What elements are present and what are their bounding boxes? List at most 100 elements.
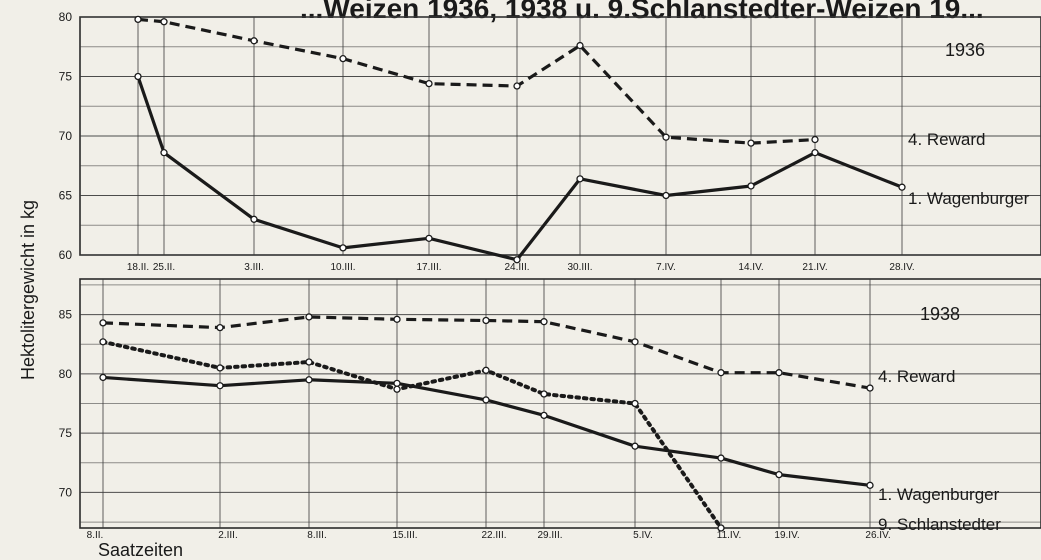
x-tick-label: 19.IV.: [774, 530, 799, 541]
series-label: 1. Wagenburger: [878, 485, 1000, 504]
data-point: [866, 481, 874, 489]
data-point: [747, 182, 755, 190]
data-point: [250, 215, 258, 223]
series-schlanstedter: 9. Schlanstedter: [99, 338, 1001, 534]
data-point: [216, 364, 224, 372]
x-tick-label: 26.IV.: [865, 530, 890, 541]
data-point: [747, 139, 755, 147]
data-point: [134, 72, 142, 81]
y-tick-label: 75: [59, 70, 73, 84]
series-wagenburger: 1. Wagenburger: [134, 72, 1030, 264]
data-point: [631, 399, 639, 408]
series-line: [137, 17, 816, 145]
data-point: [305, 376, 313, 384]
x-tick-label: 8.II.: [87, 530, 104, 541]
data-point: [662, 191, 670, 200]
x-tick-label: 22.III.: [481, 530, 506, 541]
data-point: [216, 382, 224, 390]
data-point: [134, 15, 142, 24]
x-tick-label: 14.IV.: [738, 262, 763, 273]
data-point: [216, 323, 224, 332]
data-point: [482, 396, 490, 404]
y-tick-label: 60: [59, 248, 73, 262]
series-label: 4. Reward: [908, 130, 985, 149]
data-point: [631, 338, 639, 346]
data-point: [99, 319, 107, 327]
y-tick-label: 80: [59, 367, 73, 381]
series-label: 1. Wagenburger: [908, 189, 1030, 208]
y-tick-label: 70: [59, 129, 73, 143]
data-point: [425, 234, 433, 242]
series-label: 4. Reward: [878, 367, 955, 386]
series-line: [102, 375, 871, 487]
series-wagenburger: 1. Wagenburger: [99, 373, 1000, 504]
series-reward: 4. Reward: [134, 15, 985, 149]
series-line: [101, 339, 723, 530]
data-point: [393, 315, 401, 323]
y-tick-label: 65: [59, 189, 73, 203]
data-point: [540, 390, 548, 398]
x-tick-label: 24.III.: [504, 262, 529, 273]
data-point: [393, 385, 401, 393]
data-point: [775, 470, 783, 479]
data-point: [305, 313, 313, 321]
data-point: [482, 366, 490, 374]
data-point: [811, 149, 819, 157]
y-tick-label: 75: [59, 426, 73, 440]
data-point: [576, 41, 584, 50]
year-label: 1938: [920, 304, 960, 324]
data-point: [513, 82, 521, 90]
x-tick-label: 18.II.: [127, 262, 149, 273]
series-line: [136, 75, 903, 262]
y-tick-label: 80: [59, 10, 73, 24]
chart-title: ...Weizen 1936, 1938 u. 9.Schlanstedter-…: [300, 0, 984, 24]
data-point: [482, 316, 490, 325]
x-tick-label: 2.III.: [218, 530, 237, 541]
x-tick-label: 28.IV.: [889, 262, 914, 273]
x-tick-label: 21.IV.: [802, 262, 827, 273]
x-axis-label: Saatzeiten: [98, 540, 183, 560]
data-point: [425, 79, 433, 88]
x-tick-label: 7.IV.: [656, 262, 676, 273]
y-tick-label: 70: [59, 485, 73, 499]
series-label: 9. Schlanstedter: [878, 515, 1001, 534]
data-point: [775, 369, 783, 377]
x-tick-label: 29.III.: [537, 530, 562, 541]
data-point: [540, 411, 548, 420]
data-point: [898, 183, 906, 191]
data-point: [717, 454, 725, 462]
x-tick-label: 30.III.: [567, 262, 592, 273]
x-tick-label: 8.III.: [307, 530, 326, 541]
data-point: [160, 149, 168, 157]
data-point: [160, 18, 168, 26]
x-tick-label: 5.IV.: [633, 530, 653, 541]
data-point: [540, 318, 548, 326]
data-point: [305, 358, 313, 366]
year-label: 1936: [945, 40, 985, 60]
data-point: [866, 384, 874, 392]
data-point: [717, 369, 725, 377]
x-tick-label: 25.II.: [153, 262, 175, 273]
data-point: [513, 256, 521, 264]
data-point: [631, 442, 639, 450]
x-tick-label: 3.III.: [244, 262, 263, 273]
data-point: [576, 175, 584, 183]
data-point: [811, 135, 819, 144]
x-tick-label: 11.IV.: [717, 530, 741, 541]
data-point: [99, 373, 107, 382]
series-line: [102, 315, 871, 390]
data-point: [99, 338, 107, 346]
x-tick-label: 15.III.: [392, 530, 417, 541]
data-point: [250, 37, 258, 45]
data-point: [662, 133, 670, 141]
chart-panel-1936: 60 65 70 75 80 18.II. 25.II. 3.III. 10.III. 17.II…: [59, 10, 1041, 273]
y-axis-label: Hektolitergewicht in kg: [18, 200, 38, 380]
x-tick-label: 10.III.: [330, 262, 355, 273]
data-point: [339, 244, 347, 252]
y-tick-label: 85: [59, 308, 73, 322]
chart-panel-1938: 70 75 80 85 8.II. 2.III. 8.III. 15.III. 22.III. 2…: [59, 278, 1041, 541]
data-point: [717, 524, 725, 532]
x-tick-label: 17.III.: [416, 262, 441, 273]
data-point: [393, 379, 401, 387]
